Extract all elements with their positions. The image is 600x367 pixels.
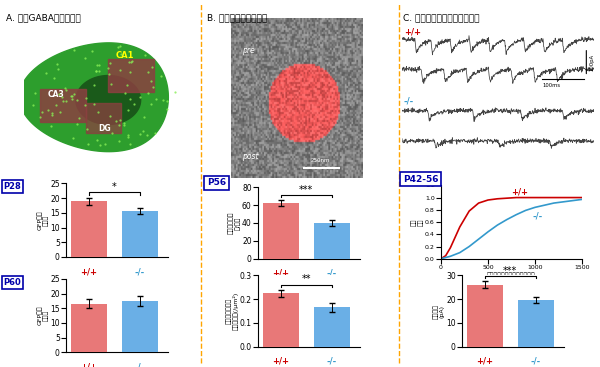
Text: CA1: CA1	[115, 51, 134, 60]
Polygon shape	[76, 76, 140, 124]
Text: 100ms: 100ms	[542, 83, 560, 88]
Text: P60: P60	[4, 278, 22, 287]
Bar	[467, 285, 503, 347]
Bar	[71, 201, 107, 257]
Bar	[108, 59, 154, 92]
X-axis label: 分泌イベント間隔（ミリ秒）: 分泌イベント間隔（ミリ秒）	[487, 273, 536, 278]
Bar	[314, 308, 350, 347]
Text: C. 海馬抑制性後シナプス電流: C. 海馬抑制性後シナプス電流	[403, 13, 480, 22]
Text: B. 海馬抑制性シナプス: B. 海馬抑制性シナプス	[207, 13, 267, 22]
Y-axis label: GFP蛍光
細胞数: GFP蛍光 細胞数	[37, 210, 49, 230]
Text: P28: P28	[4, 182, 22, 191]
Text: P56: P56	[207, 178, 226, 187]
Bar	[263, 203, 299, 259]
Y-axis label: 累積
確率: 累積 確率	[412, 218, 424, 226]
Text: P42-56: P42-56	[403, 175, 439, 184]
Bar	[71, 304, 107, 352]
Text: -/-: -/-	[530, 357, 541, 366]
Text: +/+: +/+	[272, 357, 289, 366]
Y-axis label: シナプス小胞の
分布エリア(/μm²): シナプス小胞の 分布エリア(/μm²)	[226, 292, 238, 330]
Text: **: **	[301, 274, 311, 284]
Polygon shape	[19, 43, 169, 152]
Text: +/+: +/+	[80, 363, 97, 367]
Bar	[122, 301, 158, 352]
Text: P28: P28	[29, 39, 43, 48]
Bar	[314, 223, 350, 259]
Text: *: *	[112, 182, 116, 192]
Text: ***: ***	[503, 266, 517, 276]
Text: +/+: +/+	[476, 357, 493, 366]
Text: -/-: -/-	[404, 97, 414, 105]
Text: pre: pre	[242, 47, 254, 55]
Text: -/-: -/-	[326, 357, 337, 366]
Bar	[40, 89, 86, 122]
Text: -/-: -/-	[134, 363, 145, 367]
Text: +/+: +/+	[80, 267, 97, 276]
Text: CA3: CA3	[48, 90, 65, 99]
Bar	[518, 300, 554, 347]
Text: -/-: -/-	[326, 269, 337, 278]
Text: DG: DG	[98, 124, 112, 133]
Text: 250nm: 250nm	[311, 158, 331, 163]
Text: +/+: +/+	[511, 187, 529, 196]
Text: post: post	[242, 152, 258, 161]
Text: -/-: -/-	[533, 211, 543, 220]
Y-axis label: 平均振幅
(pA): 平均振幅 (pA)	[433, 304, 445, 319]
Bar	[263, 293, 299, 347]
Text: ***: ***	[299, 185, 313, 195]
Text: A. 海馬GABAニューロン: A. 海馬GABAニューロン	[6, 13, 81, 22]
Text: +/+: +/+	[272, 269, 289, 278]
Text: 100pA: 100pA	[589, 54, 594, 71]
Y-axis label: GFP蛍光
細胞数: GFP蛍光 細胞数	[37, 306, 49, 326]
Text: -/-: -/-	[134, 267, 145, 276]
Bar	[122, 211, 158, 257]
Bar	[86, 103, 121, 132]
Text: +/+: +/+	[404, 28, 421, 37]
Y-axis label: シナプス小胞
数/終末: シナプス小胞 数/終末	[229, 212, 241, 234]
